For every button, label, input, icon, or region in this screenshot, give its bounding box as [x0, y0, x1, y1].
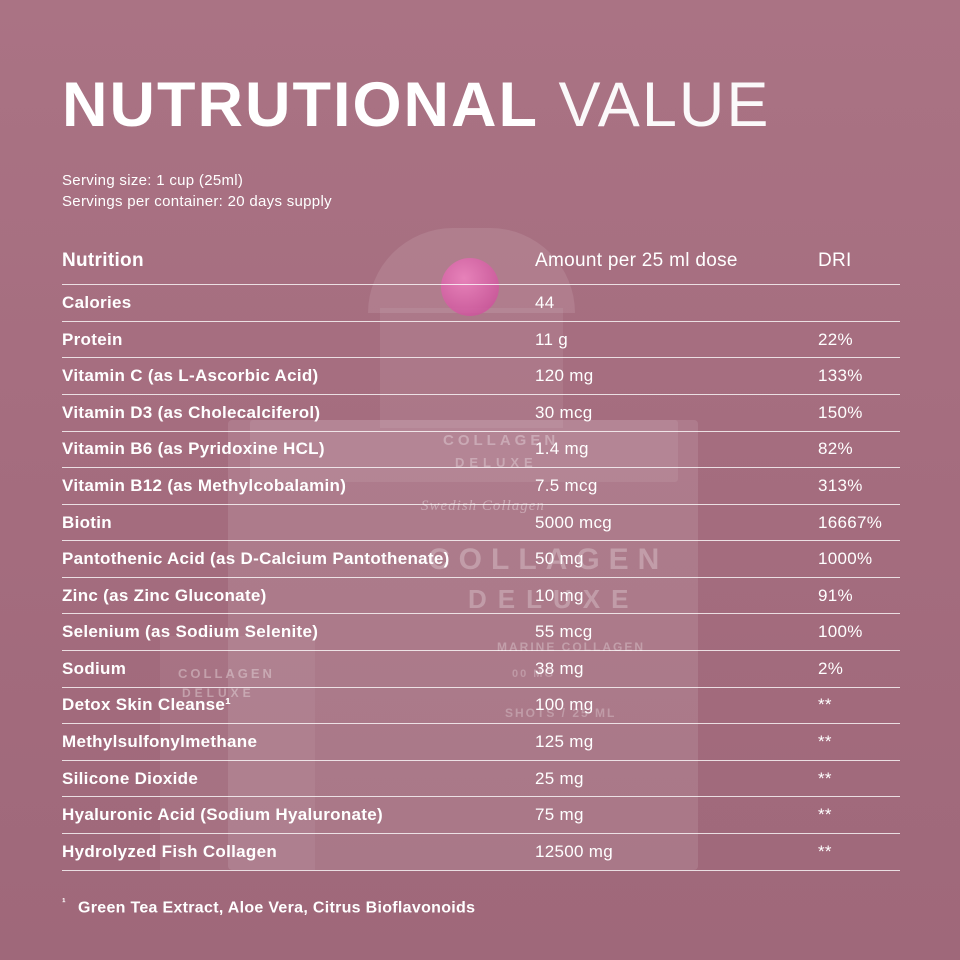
footnote: ¹ Green Tea Extract, Aloe Vera, Citrus Bi… [62, 897, 900, 917]
row-amount-value: 50 mg [535, 549, 584, 569]
row-dri-value: 313% [818, 475, 863, 495]
row-dri-value: 2% [818, 658, 844, 678]
table-row: Vitamin B6 (as Pyridoxine HCL) 1.4 mg 82… [62, 432, 900, 469]
row-nutrient-name: Selenium (as Sodium Selenite) [62, 622, 319, 642]
row-dri-value: 91% [818, 585, 853, 605]
row-nutrient-name: Protein [62, 329, 123, 349]
row-nutrient-name: Vitamin D3 (as Cholecalciferol) [62, 402, 321, 422]
row-nutrient-name: Detox Skin Cleanse¹ [62, 695, 232, 715]
row-dri-value: 150% [818, 402, 863, 422]
table-row: Protein 11 g 22% [62, 322, 900, 359]
row-nutrient-name: Vitamin C (as L-Ascorbic Acid) [62, 366, 319, 386]
row-amount-value: 7.5 mcg [535, 475, 598, 495]
row-amount-value: 100 mg [535, 695, 594, 715]
header-nutrition: Nutrition [62, 250, 144, 272]
row-nutrient-name: Biotin [62, 512, 112, 532]
page-title: NUTRUTIONAL VALUE [62, 72, 900, 138]
row-amount-value: 12500 mg [535, 841, 614, 861]
table-row: Hydrolyzed Fish Collagen 12500 mg ** [62, 834, 900, 871]
row-dri-value: ** [818, 695, 832, 715]
row-dri-value: ** [818, 805, 832, 825]
row-nutrient-name: Zinc (as Zinc Gluconate) [62, 585, 267, 605]
row-amount-value: 30 mcg [535, 402, 593, 422]
row-amount-value: 38 mg [535, 658, 584, 678]
row-dri-value: ** [818, 768, 832, 788]
table-row: Sodium 38 mg 2% [62, 651, 900, 688]
row-amount-value: 44 [535, 292, 555, 312]
row-dri-value: 82% [818, 439, 853, 459]
table-row: Methylsulfonylmethane 125 mg ** [62, 724, 900, 761]
table-row: Selenium (as Sodium Selenite) 55 mcg 100… [62, 614, 900, 652]
row-amount-value: 5000 mcg [535, 512, 613, 532]
row-nutrient-name: Vitamin B12 (as Methylcobalamin) [62, 475, 347, 495]
nutrition-table: Nutrition Amount per 25 ml dose DRI Calo… [62, 238, 900, 871]
table-row: Calories 44 [62, 285, 900, 322]
row-amount-value: 25 mg [535, 768, 584, 788]
row-nutrient-name: Hyaluronic Acid (Sodium Hyaluronate) [62, 805, 383, 825]
row-nutrient-name: Silicone Dioxide [62, 768, 199, 788]
page-title-secondary: VALUE [558, 70, 771, 140]
footnote-marker: ¹ [62, 896, 66, 909]
row-dri-value: 100% [818, 622, 863, 642]
page-title-primary: NUTRUTIONAL [62, 70, 539, 140]
table-row: Biotin 5000 mcg 16667% [62, 505, 900, 542]
row-amount-value: 55 mcg [535, 622, 593, 642]
row-dri-value: 133% [818, 366, 863, 386]
table-row: Vitamin C (as L-Ascorbic Acid) 120 mg 13… [62, 358, 900, 395]
header-amount: Amount per 25 ml dose [535, 250, 738, 272]
header-dri: DRI [818, 250, 852, 272]
row-amount-value: 1.4 mg [535, 439, 589, 459]
table-row: Detox Skin Cleanse¹ 100 mg ** [62, 688, 900, 725]
table-header-row: Nutrition Amount per 25 ml dose DRI [62, 238, 900, 286]
table-row: Vitamin D3 (as Cholecalciferol) 30 mcg 1… [62, 395, 900, 432]
row-amount-value: 125 mg [535, 732, 594, 752]
table-row: Zinc (as Zinc Gluconate) 10 mg 91% [62, 578, 900, 615]
row-nutrient-name: Hydrolyzed Fish Collagen [62, 841, 278, 861]
row-nutrient-name: Pantothenic Acid (as D-Calcium Pantothen… [62, 549, 450, 569]
nutrition-table-body: Calories 44 Protein 11 g 22% Vitamin C (… [62, 285, 900, 871]
row-amount-value: 11 g [535, 329, 569, 349]
table-row: Silicone Dioxide 25 mg ** [62, 761, 900, 798]
row-nutrient-name: Methylsulfonylmethane [62, 732, 258, 752]
footnote-text: Green Tea Extract, Aloe Vera, Citrus Bio… [77, 898, 476, 916]
table-row: Hyaluronic Acid (Sodium Hyaluronate) 75 … [62, 797, 900, 835]
row-dri-value: 22% [818, 329, 853, 349]
table-row: Pantothenic Acid (as D-Calcium Pantothen… [62, 541, 900, 578]
row-nutrient-name: Calories [62, 292, 132, 312]
row-dri-value: ** [818, 841, 832, 861]
row-dri-value: ** [818, 732, 832, 752]
table-row: Vitamin B12 (as Methylcobalamin) 7.5 mcg… [62, 468, 900, 505]
row-nutrient-name: Vitamin B6 (as Pyridoxine HCL) [62, 439, 325, 459]
row-amount-value: 75 mg [535, 805, 584, 825]
row-amount-value: 10 mg [535, 585, 584, 605]
servings-per-container-line: Servings per container: 20 days supply [62, 193, 332, 211]
row-dri-value: 16667% [818, 512, 883, 532]
serving-info: Serving size: 1 cup (25ml) Servings per … [62, 172, 900, 210]
serving-size-line: Serving size: 1 cup (25ml) [62, 172, 244, 190]
row-amount-value: 120 mg [535, 366, 594, 386]
row-dri-value: 1000% [818, 549, 873, 569]
row-nutrient-name: Sodium [62, 658, 127, 678]
